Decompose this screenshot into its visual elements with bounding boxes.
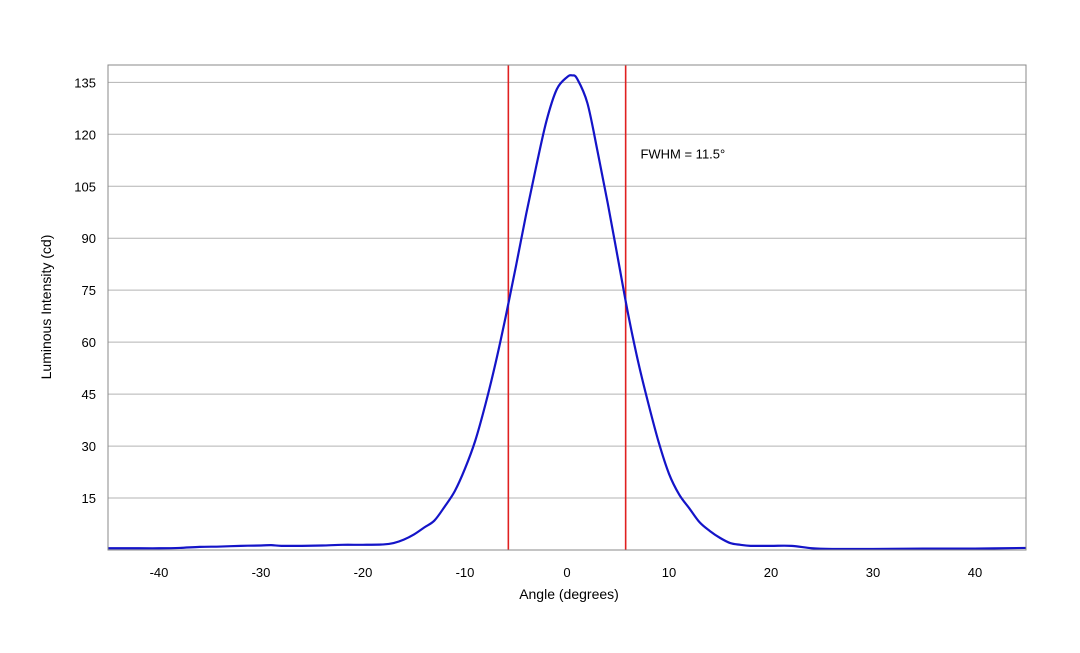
x-axis-label: Angle (degrees) <box>519 586 619 602</box>
y-tick-label: 135 <box>74 75 96 90</box>
gridlines <box>108 81 1026 499</box>
y-axis-label: Luminous Intensity (cd) <box>38 235 54 380</box>
x-tick-label: 10 <box>662 565 676 580</box>
plot-frame <box>107 64 1027 551</box>
annotations: FWHM = 11.5° <box>640 147 725 162</box>
y-tick-label: 60 <box>82 335 96 350</box>
fwhm-annotation: FWHM = 11.5° <box>640 147 725 162</box>
y-tick-label: 105 <box>74 179 96 194</box>
x-tick-label: -10 <box>456 565 475 580</box>
x-tick-label: 30 <box>866 565 880 580</box>
y-tick-label: 75 <box>82 283 96 298</box>
y-tick-label: 120 <box>74 127 96 142</box>
y-tick-label: 30 <box>82 439 96 454</box>
x-tick-label: -30 <box>252 565 271 580</box>
series-layer <box>108 74 1027 551</box>
y-tick-label: 15 <box>82 491 96 506</box>
x-tick-label: -20 <box>354 565 373 580</box>
intensity-series-line <box>108 74 1027 551</box>
x-tick-label: -40 <box>150 565 169 580</box>
fwhm-markers <box>507 65 627 550</box>
x-tick-label: 0 <box>563 565 570 580</box>
x-tick-label: 20 <box>764 565 778 580</box>
x-tick-label: 40 <box>968 565 982 580</box>
y-tick-label: 45 <box>82 387 96 402</box>
x-tick-labels: -40 -30 -20 -10 0 10 20 30 40 <box>150 565 983 580</box>
y-tick-labels: 15 30 45 60 75 90 105 120 135 <box>74 75 96 506</box>
y-tick-label: 90 <box>82 231 96 246</box>
